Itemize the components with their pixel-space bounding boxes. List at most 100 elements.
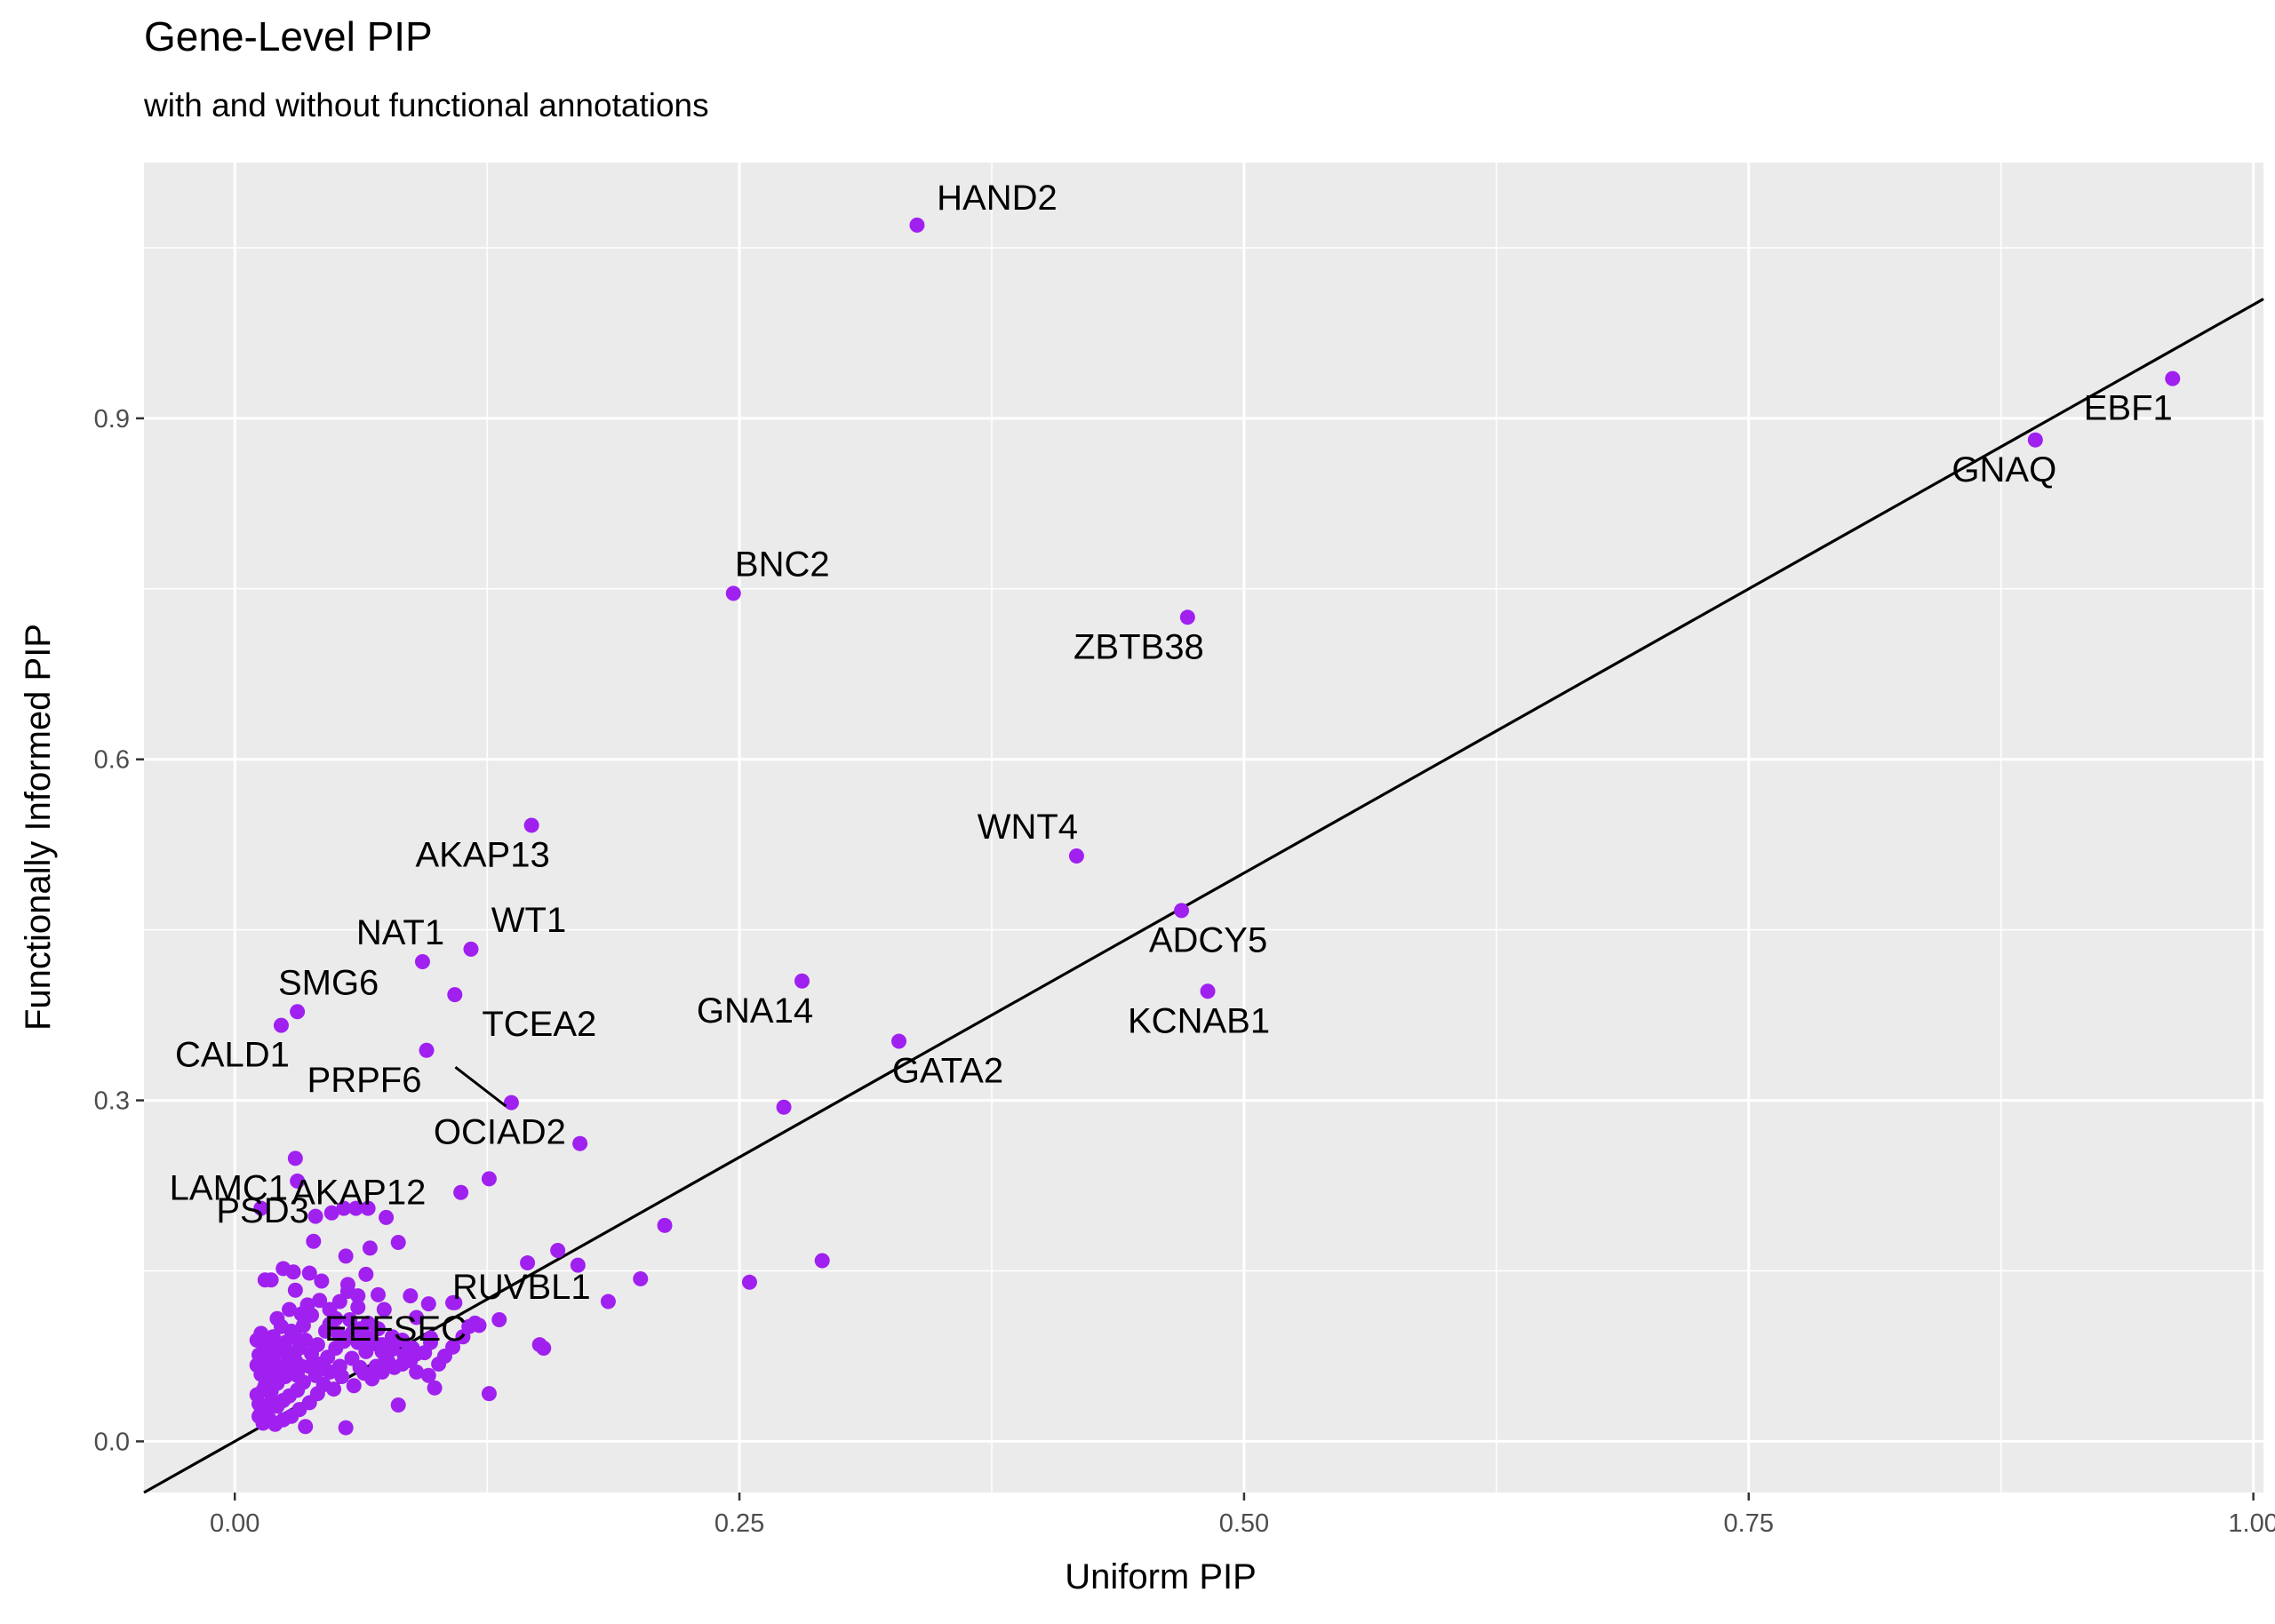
data-point — [370, 1286, 386, 1302]
point-label: RUVBL1 — [452, 1268, 591, 1307]
data-point — [348, 1200, 363, 1216]
data-point — [520, 1255, 536, 1271]
x-axis-title: Uniform PIP — [1065, 1557, 1257, 1596]
data-point — [282, 1302, 298, 1318]
point-label: NAT1 — [356, 913, 444, 952]
reference-line-group — [143, 298, 2264, 1494]
y-tick-label: 0.6 — [94, 746, 130, 775]
labeled-data-point — [253, 1200, 269, 1216]
labeled-data-point — [447, 987, 463, 1003]
data-point — [338, 1248, 354, 1264]
label-leader-line — [454, 1065, 507, 1108]
data-point — [304, 1346, 320, 1362]
reference-line — [143, 298, 2264, 1494]
data-point — [455, 1329, 471, 1345]
data-point — [358, 1266, 374, 1282]
data-point — [307, 1208, 323, 1224]
labeled-data-point — [287, 1150, 303, 1166]
labeled-data-point — [1179, 609, 1195, 625]
data-point — [253, 1325, 269, 1341]
data-point — [346, 1378, 362, 1394]
labeled-data-point — [523, 817, 539, 833]
labeled-data-point — [1174, 903, 1190, 919]
data-point — [350, 1288, 366, 1304]
y-tick-label: 0.9 — [94, 405, 130, 434]
labeled-data-point — [909, 217, 925, 233]
point-label: KCNAB1 — [1128, 1001, 1270, 1040]
point-label: WT1 — [491, 901, 566, 940]
labeled-data-point — [503, 1095, 519, 1111]
data-point — [342, 1312, 358, 1328]
data-point — [427, 1380, 443, 1396]
labeled-data-point — [794, 973, 810, 989]
data-point — [323, 1205, 339, 1221]
point-label: GATA2 — [892, 1052, 1003, 1091]
point-label: EBF1 — [2084, 389, 2173, 428]
data-point — [304, 1307, 320, 1323]
x-axis-ticks: 0.00 0.25 0.50 0.75 1.00 — [210, 1493, 2275, 1538]
chart-subtitle: with and without functional annotations — [144, 87, 709, 123]
data-point — [301, 1265, 317, 1281]
data-point — [314, 1273, 330, 1289]
data-point — [403, 1353, 419, 1369]
data-point — [257, 1353, 273, 1369]
data-point — [445, 1339, 461, 1355]
labeled-data-point — [2027, 432, 2043, 448]
point-labels: HAND2 EBF1 GNAQ BNC2 ZBTB38 AKAP13 WNT4 ADCY5 NA… — [170, 179, 2173, 1349]
point-label: WNT4 — [978, 808, 1078, 847]
data-point — [306, 1233, 322, 1249]
data-point — [330, 1325, 346, 1341]
data-point — [417, 1345, 433, 1361]
data-point — [344, 1350, 360, 1366]
chart-title: Gene-Level PIP — [144, 13, 433, 60]
labeled-data-point — [1068, 848, 1084, 864]
point-label: TCEA2 — [482, 1005, 596, 1044]
labeled-data-point — [725, 585, 741, 601]
point-label: SMG6 — [278, 963, 379, 1002]
data-point — [336, 1200, 352, 1216]
data-point — [572, 1135, 588, 1151]
data-points — [249, 217, 2181, 1436]
labeled-data-point — [290, 1004, 306, 1020]
data-point — [420, 1296, 436, 1312]
data-point — [356, 1365, 372, 1381]
data-point — [331, 1294, 347, 1310]
point-label: AKAP12 — [291, 1174, 426, 1213]
labeled-data-point — [414, 953, 430, 969]
data-point — [269, 1310, 285, 1326]
data-point — [376, 1302, 392, 1318]
labeled-data-point — [273, 1017, 289, 1033]
data-point — [481, 1171, 497, 1187]
data-point — [420, 1367, 436, 1383]
point-label: HAND2 — [937, 179, 1058, 218]
data-point — [295, 1318, 311, 1333]
data-point — [350, 1299, 366, 1315]
data-point — [390, 1397, 406, 1413]
point-label: ADCY5 — [1149, 920, 1267, 959]
y-axis-ticks: 0.0 0.3 0.6 0.9 — [94, 405, 144, 1456]
data-point — [491, 1312, 507, 1328]
x-tick-label: 0.00 — [210, 1509, 259, 1538]
labeled-data-point — [2165, 370, 2181, 386]
data-point — [390, 1235, 406, 1251]
point-label: AKAP13 — [416, 836, 550, 875]
data-point — [467, 1315, 483, 1331]
data-point — [409, 1364, 425, 1380]
labeled-data-point — [290, 1173, 306, 1189]
point-label: OCIAD2 — [434, 1113, 566, 1152]
minor-gridlines — [144, 163, 2263, 1493]
data-point — [339, 1277, 355, 1293]
data-point — [403, 1288, 419, 1304]
data-point — [368, 1358, 384, 1374]
data-point — [379, 1209, 395, 1225]
data-point — [251, 1408, 267, 1424]
data-point — [536, 1341, 552, 1357]
data-point — [481, 1386, 497, 1402]
data-point — [633, 1270, 649, 1286]
y-axis-title: Functionally Informed PIP — [19, 624, 58, 1031]
data-point — [312, 1293, 328, 1309]
x-tick-label: 0.50 — [1219, 1509, 1269, 1538]
data-point — [550, 1242, 566, 1258]
data-point — [360, 1200, 376, 1216]
